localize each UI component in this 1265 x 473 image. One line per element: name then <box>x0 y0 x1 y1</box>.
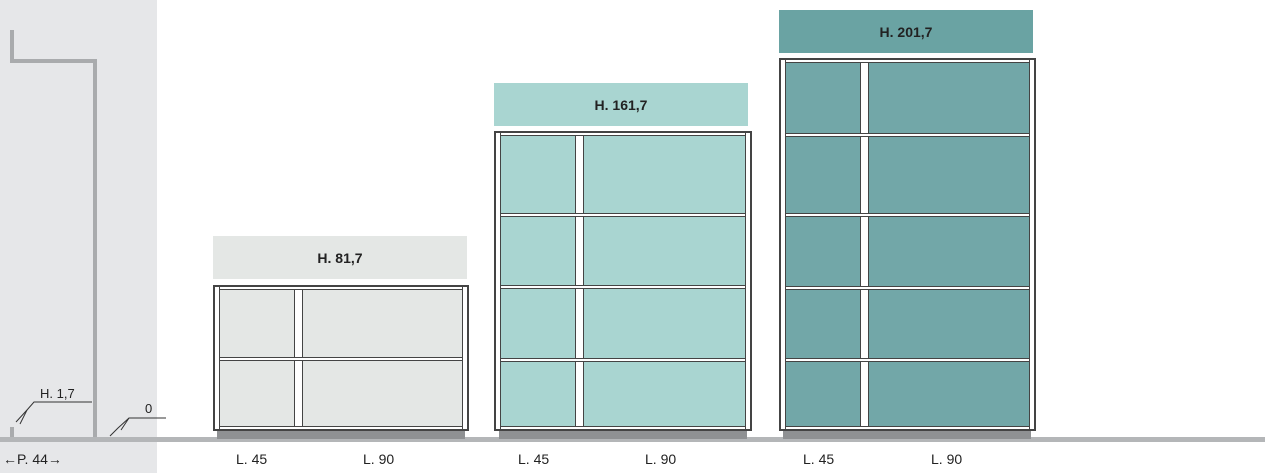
cabinet-3-width-large: L. 90 <box>931 451 963 467</box>
arrow-left-icon: ← <box>3 451 17 467</box>
wall-profile-foot <box>10 427 14 437</box>
wall-profile-right <box>93 59 97 437</box>
cabinet-2-post-left <box>495 132 501 430</box>
zero-level-label: 0 <box>145 401 153 416</box>
cabinet-2 <box>494 131 752 431</box>
cabinet-1-height-label: H. 81,7 <box>213 236 467 279</box>
cabinet-1-post-left <box>214 286 220 430</box>
height-marker-icon <box>15 401 92 423</box>
cabinet-1-post-right <box>462 286 468 430</box>
cabinet-1-shelf <box>220 286 462 290</box>
cabinet-1-shelf <box>220 426 462 430</box>
wall-panel <box>0 0 157 473</box>
cabinet-2-shelf <box>501 285 745 289</box>
cabinet-2-width-small: L. 45 <box>518 451 550 467</box>
cabinet-2-post-mid <box>575 132 584 430</box>
cabinet-3 <box>779 58 1036 431</box>
cabinet-3-shelf <box>786 358 1029 362</box>
cabinet-3-shelf <box>786 426 1029 430</box>
wall-profile-left <box>10 30 14 63</box>
arrow-right-icon: → <box>47 451 62 467</box>
cabinet-3-shelf <box>786 286 1029 290</box>
cabinet-2-shelf <box>501 358 745 362</box>
cabinet-1-shelf <box>220 357 462 361</box>
depth-dimension: ←P. 44→ <box>3 451 62 467</box>
zero-marker-icon <box>109 417 166 437</box>
cabinet-3-shelf <box>786 59 1029 63</box>
cabinet-2-shelf <box>501 213 745 217</box>
cabinet-1-width-large: L. 90 <box>363 451 395 467</box>
cabinet-2-plinth <box>499 431 747 439</box>
cabinet-3-post-right <box>1029 59 1035 430</box>
cabinet-3-height-label: H. 201,7 <box>779 10 1033 53</box>
cabinet-3-post-left <box>780 59 786 430</box>
depth-label: P. 44 <box>17 451 48 467</box>
cabinet-1-plinth <box>217 431 465 439</box>
cabinet-2-post-right <box>745 132 751 430</box>
cabinet-1-width-small: L. 45 <box>236 451 268 467</box>
wall-profile-top <box>10 59 97 63</box>
cabinet-2-shelf <box>501 426 745 430</box>
cabinet-3-width-small: L. 45 <box>803 451 835 467</box>
cabinet-2-height-label: H. 161,7 <box>494 83 748 126</box>
floor-line <box>0 437 1265 442</box>
cabinet-1 <box>213 285 469 431</box>
profile-height-label: H. 1,7 <box>40 386 75 401</box>
cabinet-3-post-mid <box>860 59 869 430</box>
cabinet-3-shelf <box>786 213 1029 217</box>
cabinet-2-width-large: L. 90 <box>645 451 677 467</box>
cabinet-2-shelf <box>501 132 745 136</box>
cabinet-3-plinth <box>783 431 1031 439</box>
cabinet-3-shelf <box>786 133 1029 137</box>
